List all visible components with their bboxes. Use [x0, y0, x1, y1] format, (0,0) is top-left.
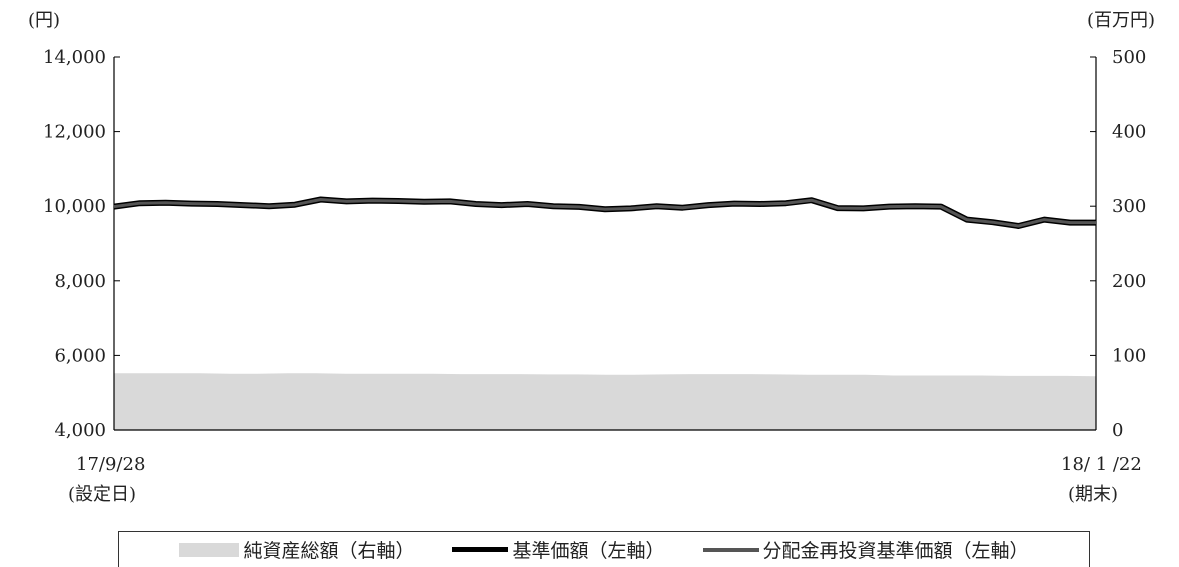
series-line-nav — [113, 196, 1096, 229]
right-axis-unit: (百万円) — [1087, 10, 1155, 31]
right-tick-label: 500 — [1112, 47, 1146, 68]
legend-swatch-net-assets — [179, 542, 240, 557]
right-tick-label: 400 — [1112, 122, 1146, 143]
legend-item-nav-reinvested: 分配金再投資基準価額（左軸） — [702, 536, 1029, 563]
legend-swatch-nav — [452, 547, 509, 552]
left-axis-unit: (円) — [28, 10, 60, 31]
legend: 純資産総額（右軸） 基準価額（左軸） 分配金再投資基準価額（左軸） — [118, 531, 1090, 567]
legend-swatch-nav-reinvested — [702, 547, 759, 552]
right-tick-label: 200 — [1112, 271, 1146, 292]
legend-item-net-assets: 純資産総額（右軸） — [179, 536, 414, 563]
legend-label-nav: 基準価額（左軸） — [512, 540, 665, 562]
left-tick-label: 4,000 — [54, 420, 106, 441]
legend-item-nav: 基準価額（左軸） — [452, 536, 665, 563]
plot-area: 14,000 12,000 10,000 8,000 6,000 4,000 500 400 3… — [43, 47, 1146, 441]
left-tick-label: 8,000 — [54, 271, 106, 292]
left-tick-label: 6,000 — [54, 345, 106, 366]
x-end-note-label: (期末) — [1068, 484, 1118, 505]
x-start-note-label: (設定日) — [68, 484, 136, 505]
left-tick-label: 12,000 — [43, 122, 106, 143]
legend-label-nav-reinvested: 分配金再投資基準価額（左軸） — [762, 540, 1029, 562]
right-tick-label: 300 — [1112, 196, 1146, 217]
right-tick-label: 0 — [1112, 420, 1123, 441]
series-area-net-assets — [114, 373, 1096, 430]
left-tick-label: 14,000 — [43, 47, 106, 68]
chart: (円) (百万円) 14,000 12,000 10,000 8,000 6,000 4,… — [28, 10, 1155, 505]
series-line-nav-reinvested — [113, 198, 1096, 228]
x-start-date-label: 17/9/28 — [76, 454, 145, 475]
left-tick-label: 10,000 — [43, 196, 106, 217]
right-tick-label: 100 — [1112, 345, 1146, 366]
x-end-date-label: 18/ 1 /22 — [1061, 454, 1142, 475]
legend-label-net-assets: 純資産総額（右軸） — [243, 540, 415, 562]
